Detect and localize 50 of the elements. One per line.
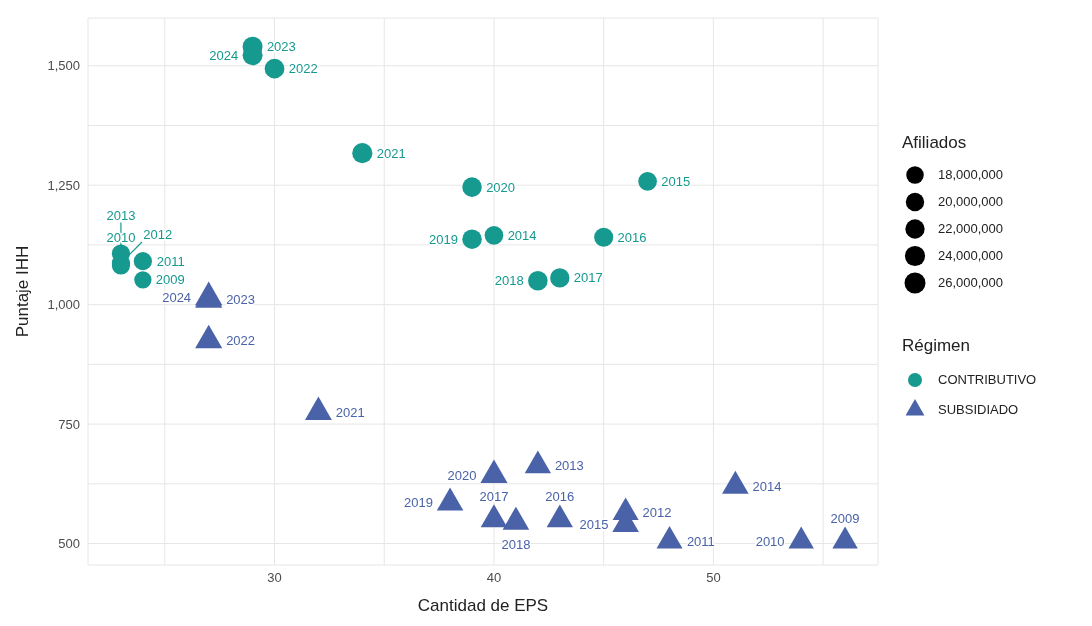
annotation: 2013 bbox=[554, 458, 584, 474]
annotation: 2012 bbox=[642, 504, 672, 520]
annotation: 2019 bbox=[429, 231, 458, 247]
annotation: 2019 bbox=[403, 495, 433, 511]
annotation: 2023 bbox=[266, 39, 296, 55]
legend-label: 22,000,000 bbox=[938, 221, 1004, 236]
x-tick-label: 40 bbox=[486, 570, 502, 586]
annotation: 2011 bbox=[686, 533, 715, 549]
annotation: 2022 bbox=[226, 332, 256, 348]
y-tick-label: 500 bbox=[58, 536, 80, 552]
annotation: 2016 bbox=[617, 229, 647, 245]
x-tick-label: 50 bbox=[706, 570, 721, 586]
annotation: 2017 bbox=[479, 489, 509, 505]
legend-label: 18,000,000 bbox=[938, 167, 1004, 182]
y-axis-title: Puntaje IHH bbox=[13, 245, 33, 338]
annotation: 2011 bbox=[156, 253, 185, 269]
annotation: 2022 bbox=[288, 61, 318, 77]
annotation: 2014 bbox=[752, 478, 782, 494]
legend-label: 24,000,000 bbox=[938, 248, 1004, 263]
annotation: 2018 bbox=[494, 273, 524, 289]
annotation: 2015 bbox=[579, 516, 609, 532]
x-tick-label: 30 bbox=[267, 570, 282, 586]
annotation: 2018 bbox=[501, 537, 531, 553]
y-tick-label: 1,250 bbox=[47, 177, 80, 193]
annotation: 2014 bbox=[507, 227, 537, 243]
text: Afiliados bbox=[902, 133, 968, 153]
annotation: 2010 bbox=[755, 533, 785, 549]
legend-label: 20,000,000 bbox=[938, 194, 1004, 209]
annotation: 2017 bbox=[573, 270, 603, 286]
annotation: 2020 bbox=[486, 179, 516, 195]
annotation: 2021 bbox=[376, 145, 406, 161]
annotation: 2009 bbox=[830, 511, 860, 527]
y-tick-label: 1,000 bbox=[47, 297, 80, 313]
annotation: 2024 bbox=[162, 289, 192, 305]
annotation: 2015 bbox=[661, 173, 691, 189]
x-axis-title: Cantidad de EPS bbox=[417, 596, 549, 615]
legend-title: Régimen bbox=[902, 336, 972, 356]
annotation: 2023 bbox=[226, 292, 256, 308]
annotation: 2016 bbox=[545, 489, 575, 505]
annotation: 2020 bbox=[447, 467, 477, 483]
annotation: 2024 bbox=[209, 47, 239, 63]
legend-label: 26,000,000 bbox=[938, 275, 1004, 290]
annotation: 2012 bbox=[143, 227, 173, 243]
annotation: 2021 bbox=[335, 404, 365, 420]
annotation: 2009 bbox=[155, 272, 185, 288]
annotation: 2013 bbox=[106, 207, 136, 223]
legend-label: CONTRIBUTIVO bbox=[938, 371, 1037, 387]
y-tick-label: 1,500 bbox=[47, 58, 80, 74]
legend-label: SUBSIDIADO bbox=[938, 401, 1019, 417]
y-tick-label: 750 bbox=[58, 416, 80, 432]
